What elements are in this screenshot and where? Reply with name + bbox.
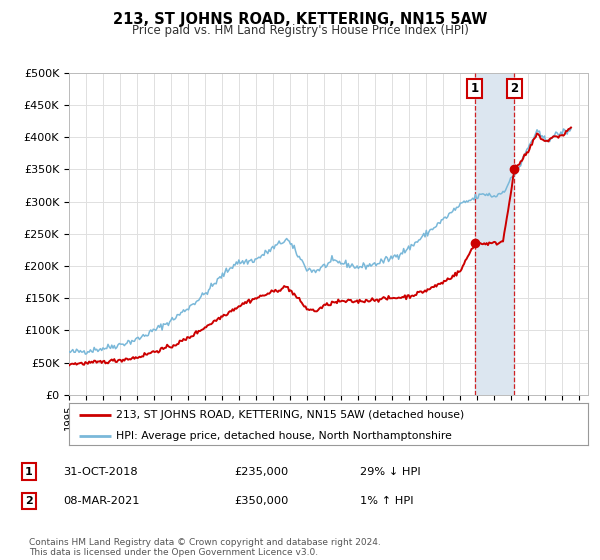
Text: £235,000: £235,000 [234, 466, 288, 477]
Text: 2: 2 [511, 82, 518, 95]
Bar [475, 73, 514, 395]
Text: Price paid vs. HM Land Registry's House Price Index (HPI): Price paid vs. HM Land Registry's House … [131, 24, 469, 37]
Text: 213, ST JOHNS ROAD, KETTERING, NN15 5AW: 213, ST JOHNS ROAD, KETTERING, NN15 5AW [113, 12, 487, 27]
Text: Contains HM Land Registry data © Crown copyright and database right 2024.
This d: Contains HM Land Registry data © Crown c… [29, 538, 380, 557]
Text: £350,000: £350,000 [234, 496, 289, 506]
Text: 2: 2 [25, 496, 32, 506]
Text: 1: 1 [470, 82, 479, 95]
Text: 1: 1 [25, 466, 32, 477]
Text: 29% ↓ HPI: 29% ↓ HPI [360, 466, 421, 477]
Text: 213, ST JOHNS ROAD, KETTERING, NN15 5AW (detached house): 213, ST JOHNS ROAD, KETTERING, NN15 5AW … [116, 410, 464, 420]
Text: HPI: Average price, detached house, North Northamptonshire: HPI: Average price, detached house, Nort… [116, 431, 452, 441]
Text: 31-OCT-2018: 31-OCT-2018 [63, 466, 137, 477]
Text: 08-MAR-2021: 08-MAR-2021 [63, 496, 139, 506]
Text: 1% ↑ HPI: 1% ↑ HPI [360, 496, 413, 506]
